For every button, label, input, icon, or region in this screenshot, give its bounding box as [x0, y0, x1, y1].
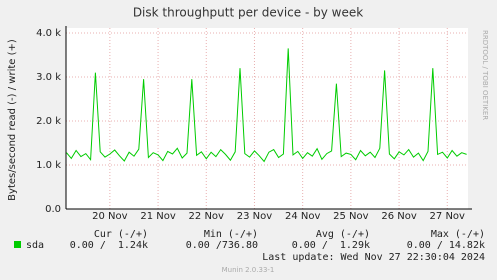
y-tick-label: 2.0 k	[36, 116, 61, 127]
legend-header: Min (-/+)	[204, 229, 258, 240]
x-tick-label: 25 Nov	[333, 211, 369, 222]
y-axis-label: Bytes/second read (-) / write (+)	[7, 39, 18, 201]
footer: Munin 2.0.33-1	[222, 266, 275, 274]
watermark: RRDTOOL / TOBI OETIKER	[481, 30, 489, 120]
y-tick-label: 4.0 k	[36, 28, 61, 39]
y-tick-label: 0.0	[45, 204, 61, 215]
legend-header: Max (-/+)	[431, 229, 485, 240]
legend-header: Avg (-/+)	[316, 229, 370, 240]
legend-label: sda	[26, 240, 44, 251]
x-tick-label: 24 Nov	[285, 211, 321, 222]
x-tick-label: 23 Nov	[237, 211, 273, 222]
legend-stat: 0.00 / 1.29k	[292, 240, 370, 251]
last-update: Last update: Wed Nov 27 22:30:04 2024	[262, 252, 485, 263]
legend-header: Cur (-/+)	[94, 229, 148, 240]
chart-title: Disk throughputt per device - by week	[133, 6, 363, 20]
legend-stat: 0.00 / 1.24k	[70, 240, 148, 251]
x-tick-label: 26 Nov	[381, 211, 417, 222]
legend-swatch	[14, 241, 21, 248]
legend-stat: 0.00 /736.80	[186, 240, 258, 251]
legend-stat: 0.00 / 14.82k	[407, 240, 485, 251]
x-tick-label: 27 Nov	[430, 211, 466, 222]
x-tick-label: 21 Nov	[140, 211, 176, 222]
x-tick-label: 20 Nov	[92, 211, 128, 222]
y-tick-label: 1.0 k	[36, 160, 61, 171]
series-line	[66, 48, 467, 163]
y-tick-label: 3.0 k	[36, 72, 61, 83]
x-tick-label: 22 Nov	[189, 211, 225, 222]
plot-area	[66, 28, 468, 209]
